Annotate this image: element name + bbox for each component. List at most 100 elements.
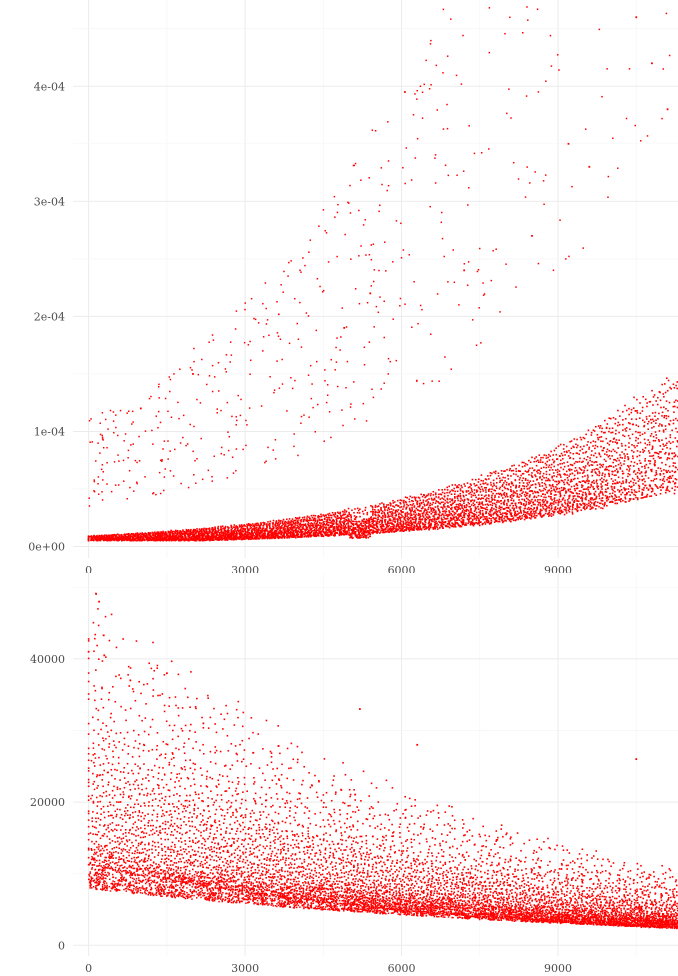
data-point: [257, 528, 259, 531]
data-point: [590, 483, 592, 486]
data-point: [555, 501, 557, 504]
data-point: [545, 466, 547, 469]
data-point: [520, 502, 523, 504]
data-point: [485, 486, 487, 489]
data-point: [192, 531, 195, 534]
data-point: [623, 488, 626, 490]
data-point: [545, 454, 547, 457]
data-point: [191, 532, 193, 534]
data-point: [407, 526, 409, 529]
data-point: [509, 467, 511, 470]
data-point: [347, 507, 350, 510]
data-point: [333, 526, 336, 528]
data-point: [614, 418, 617, 420]
data-point: [158, 534, 160, 537]
data-point: [643, 487, 645, 489]
data-point: [136, 536, 139, 538]
data-point: [273, 531, 276, 534]
data-point: [186, 530, 189, 532]
data-point: [560, 476, 562, 478]
data-point: [412, 500, 414, 503]
data-point: [353, 520, 355, 523]
data-point: [208, 528, 211, 531]
data-point: [456, 495, 459, 498]
data-point: [504, 487, 506, 490]
data-point: [175, 529, 177, 532]
data-point: [211, 534, 214, 537]
data-point: [505, 513, 507, 516]
data-point: [670, 387, 673, 390]
data-point: [195, 532, 197, 534]
data-point: [674, 437, 677, 439]
data-point: [638, 417, 641, 420]
data-point: [435, 512, 437, 514]
data-point: [314, 525, 317, 527]
data-point: [492, 513, 494, 516]
data-point: [510, 513, 512, 516]
data-point: [576, 444, 579, 447]
data-point: [596, 485, 598, 487]
data-point: [527, 513, 530, 515]
data-point: [265, 527, 268, 529]
data-point: [410, 519, 412, 522]
data-point: [429, 494, 432, 497]
data-point: [615, 468, 618, 470]
data-point: [296, 524, 298, 527]
data-point: [489, 508, 492, 511]
data-point: [422, 501, 425, 503]
data-point: [518, 482, 521, 484]
data-point: [621, 470, 624, 472]
data-point: [524, 477, 527, 480]
data-point: [578, 460, 581, 463]
data-point: [242, 535, 244, 538]
data-point: [514, 510, 517, 513]
data-point: [119, 536, 122, 539]
data-point: [238, 532, 240, 535]
data-point: [531, 476, 534, 478]
data-point: [512, 473, 515, 475]
data-point: [351, 523, 354, 526]
data-point: [571, 464, 573, 466]
data-point: [141, 536, 144, 539]
data-point: [192, 528, 195, 531]
data-point: [490, 501, 492, 503]
data-point: [649, 460, 652, 462]
data-point: [99, 535, 102, 537]
data-point: [596, 474, 599, 476]
data-point: [541, 485, 544, 487]
data-point: [523, 507, 526, 510]
data-point: [437, 501, 440, 503]
data-point: [227, 530, 230, 533]
data-point: [401, 525, 404, 528]
data-point: [320, 513, 322, 516]
data-point: [352, 529, 355, 532]
data-point: [507, 498, 509, 501]
data-point: [205, 527, 207, 530]
data-point: [592, 429, 595, 431]
data-point: [147, 534, 150, 536]
data-point: [315, 531, 318, 534]
data-point: [344, 520, 346, 523]
data-point: [360, 522, 363, 524]
data-point: [531, 467, 534, 469]
data-point: [258, 524, 260, 527]
data-point: [383, 511, 385, 514]
data-point: [205, 537, 208, 540]
data-point: [662, 431, 665, 433]
data-point: [613, 458, 615, 461]
data-point: [616, 470, 619, 473]
data-point: [447, 502, 449, 504]
data-point: [270, 533, 273, 536]
data-point: [601, 427, 603, 430]
data-point: [295, 522, 297, 524]
data-point: [442, 501, 444, 504]
data-point: [285, 534, 288, 536]
data-point: [507, 478, 510, 480]
data-point: [329, 514, 332, 517]
data-point: [427, 506, 430, 509]
data-point: [616, 457, 619, 460]
data-point: [583, 437, 586, 440]
data-point: [619, 456, 622, 459]
data-point: [549, 491, 552, 493]
data-point: [618, 491, 621, 493]
